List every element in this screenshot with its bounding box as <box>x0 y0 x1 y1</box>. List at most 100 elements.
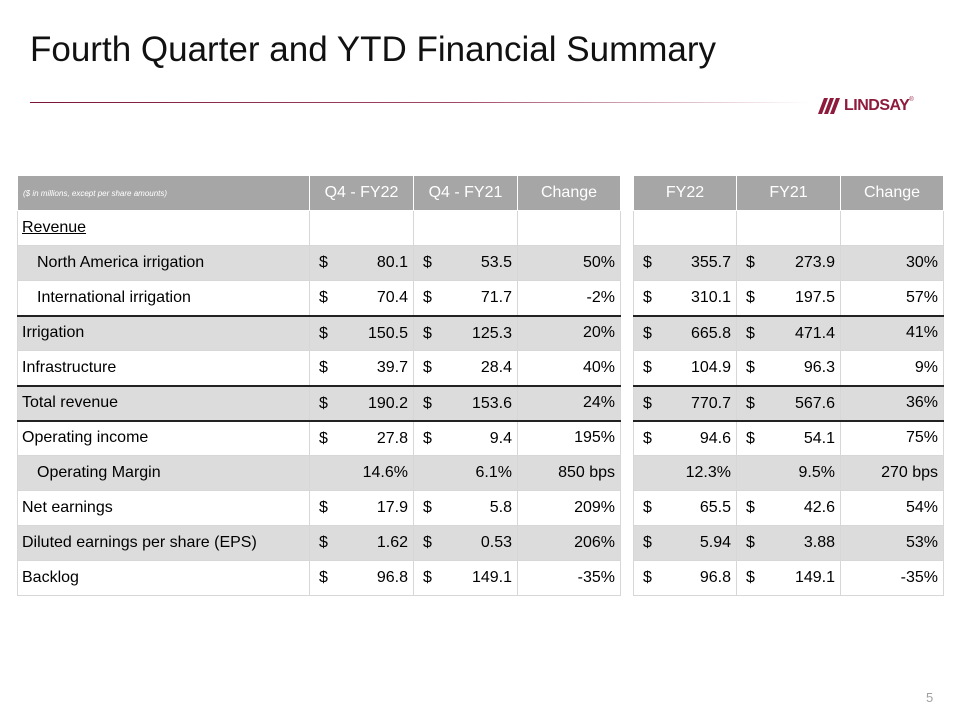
amount-value: 96.3 <box>803 359 835 376</box>
currency-symbol: $ <box>423 289 432 306</box>
amount-value: 53.5 <box>480 254 512 271</box>
header-fy21: FY21 <box>736 175 841 211</box>
fy21-value: $471.4 <box>736 315 841 351</box>
logo-text: LINDSAY <box>844 97 910 114</box>
fy22-value: $665.8 <box>633 315 737 351</box>
table-row <box>633 210 944 246</box>
currency-symbol: $ <box>643 359 652 376</box>
amount-value: 9.4 <box>489 429 512 447</box>
quarter-change-value: 206% <box>517 525 621 561</box>
year-change-value: 30% <box>840 245 944 281</box>
q4-fy21-value: $153.6 <box>413 385 518 422</box>
amount-value: 42.6 <box>803 499 835 516</box>
currency-symbol: $ <box>643 289 652 306</box>
row-label: International irrigation <box>17 280 310 317</box>
q4-fy22-value: $27.8 <box>309 420 414 456</box>
fy22-value: $96.8 <box>633 560 737 596</box>
empty-cell <box>517 210 621 246</box>
quarter-change-value: 40% <box>517 350 621 387</box>
currency-symbol: $ <box>423 359 432 376</box>
title-divider <box>30 102 810 103</box>
currency-symbol: $ <box>746 289 755 306</box>
amount-value: 96.8 <box>699 569 731 586</box>
quarter-header-row: ($ in millions, except per share amounts… <box>17 175 621 211</box>
header-fy22: FY22 <box>633 175 737 211</box>
quarter-change-value: 24% <box>517 385 621 422</box>
table-row: $94.6 $54.1 75% <box>633 420 944 456</box>
quarter-change-value: 20% <box>517 315 621 351</box>
amount-value: 28.4 <box>480 359 512 376</box>
amount-value: 567.6 <box>794 394 835 412</box>
amount-value: 471.4 <box>794 324 835 342</box>
amount-value: 149.1 <box>471 569 512 586</box>
table-row: Backlog $96.8 $149.1 -35% <box>17 560 621 596</box>
currency-symbol: $ <box>643 254 652 271</box>
year-change-value: 41% <box>840 315 944 351</box>
amount-value: 770.7 <box>690 394 731 412</box>
row-label-text: Infrastructure <box>22 358 117 376</box>
row-label: Backlog <box>17 560 310 596</box>
header-quarter-change: Change <box>517 175 621 211</box>
year-change-value: 53% <box>840 525 944 561</box>
quarter-change-value: 850 bps <box>517 455 621 491</box>
q4-fy22-value: $70.4 <box>309 280 414 317</box>
empty-cell <box>633 210 737 246</box>
amount-value: 17.9 <box>376 499 408 516</box>
currency-symbol: $ <box>643 499 652 516</box>
q4-fy22-value: $39.7 <box>309 350 414 387</box>
year-change-value: -35% <box>840 560 944 596</box>
row-label-text: Backlog <box>22 569 79 586</box>
currency-symbol: $ <box>423 534 432 551</box>
empty-cell <box>736 210 841 246</box>
fy22-value: $5.94 <box>633 525 737 561</box>
quarter-change-value: 50% <box>517 245 621 281</box>
currency-symbol: $ <box>319 394 328 412</box>
row-label-text: Operating Margin <box>37 464 161 481</box>
row-label-text: Diluted earnings per share (EPS) <box>22 534 257 551</box>
fy21-value: $197.5 <box>736 280 841 317</box>
amount-value: 5.8 <box>489 499 512 516</box>
header-year-change: Change <box>840 175 944 211</box>
fy21-value: $567.6 <box>736 385 841 422</box>
quarter-change-value: -35% <box>517 560 621 596</box>
row-label: Infrastructure <box>17 350 310 387</box>
currency-symbol: $ <box>423 499 432 516</box>
amount-value: 54.1 <box>803 429 835 447</box>
row-label-text: Revenue <box>22 219 87 236</box>
page-number: 5 <box>926 690 934 705</box>
header-q4-fy22: Q4 - FY22 <box>309 175 414 211</box>
currency-symbol: $ <box>746 359 755 376</box>
q4-fy21-value: $9.4 <box>413 420 518 456</box>
q4-fy22-value: $1.62 <box>309 525 414 561</box>
fy21-value: 9.5% <box>736 455 841 491</box>
row-label-text: North America irrigation <box>37 254 205 271</box>
table-row: $665.8 $471.4 41% <box>633 315 944 351</box>
currency-symbol: $ <box>746 569 755 586</box>
header-q4-fy21: Q4 - FY21 <box>413 175 518 211</box>
q4-fy21-value: $28.4 <box>413 350 518 387</box>
q4-fy21-value: $0.53 <box>413 525 518 561</box>
amount-value: 150.5 <box>367 324 408 342</box>
row-label-text: Net earnings <box>22 499 113 516</box>
row-label: Total revenue <box>17 385 310 422</box>
fy21-value: $273.9 <box>736 245 841 281</box>
page-title: Fourth Quarter and YTD Financial Summary <box>30 30 717 69</box>
q4-fy21-value: $5.8 <box>413 490 518 526</box>
empty-cell <box>413 210 518 246</box>
amount-value: 70.4 <box>376 289 408 306</box>
fy22-value: $65.5 <box>633 490 737 526</box>
table-row: Irrigation $150.5 $125.3 20% <box>17 315 621 351</box>
currency-symbol: $ <box>319 254 328 271</box>
amount-value: 3.88 <box>803 534 835 551</box>
amount-value: 153.6 <box>471 394 512 412</box>
fy21-value: $96.3 <box>736 350 841 387</box>
row-label: Operating income <box>17 420 310 456</box>
amount-value: 149.1 <box>794 569 835 586</box>
currency-symbol: $ <box>643 534 652 551</box>
amount-value: 355.7 <box>690 254 731 271</box>
table-row: $96.8 $149.1 -35% <box>633 560 944 596</box>
q4-fy22-value: $80.1 <box>309 245 414 281</box>
row-label: Operating Margin <box>17 455 310 491</box>
row-label: Irrigation <box>17 315 310 351</box>
row-label-text: Total revenue <box>22 394 119 411</box>
